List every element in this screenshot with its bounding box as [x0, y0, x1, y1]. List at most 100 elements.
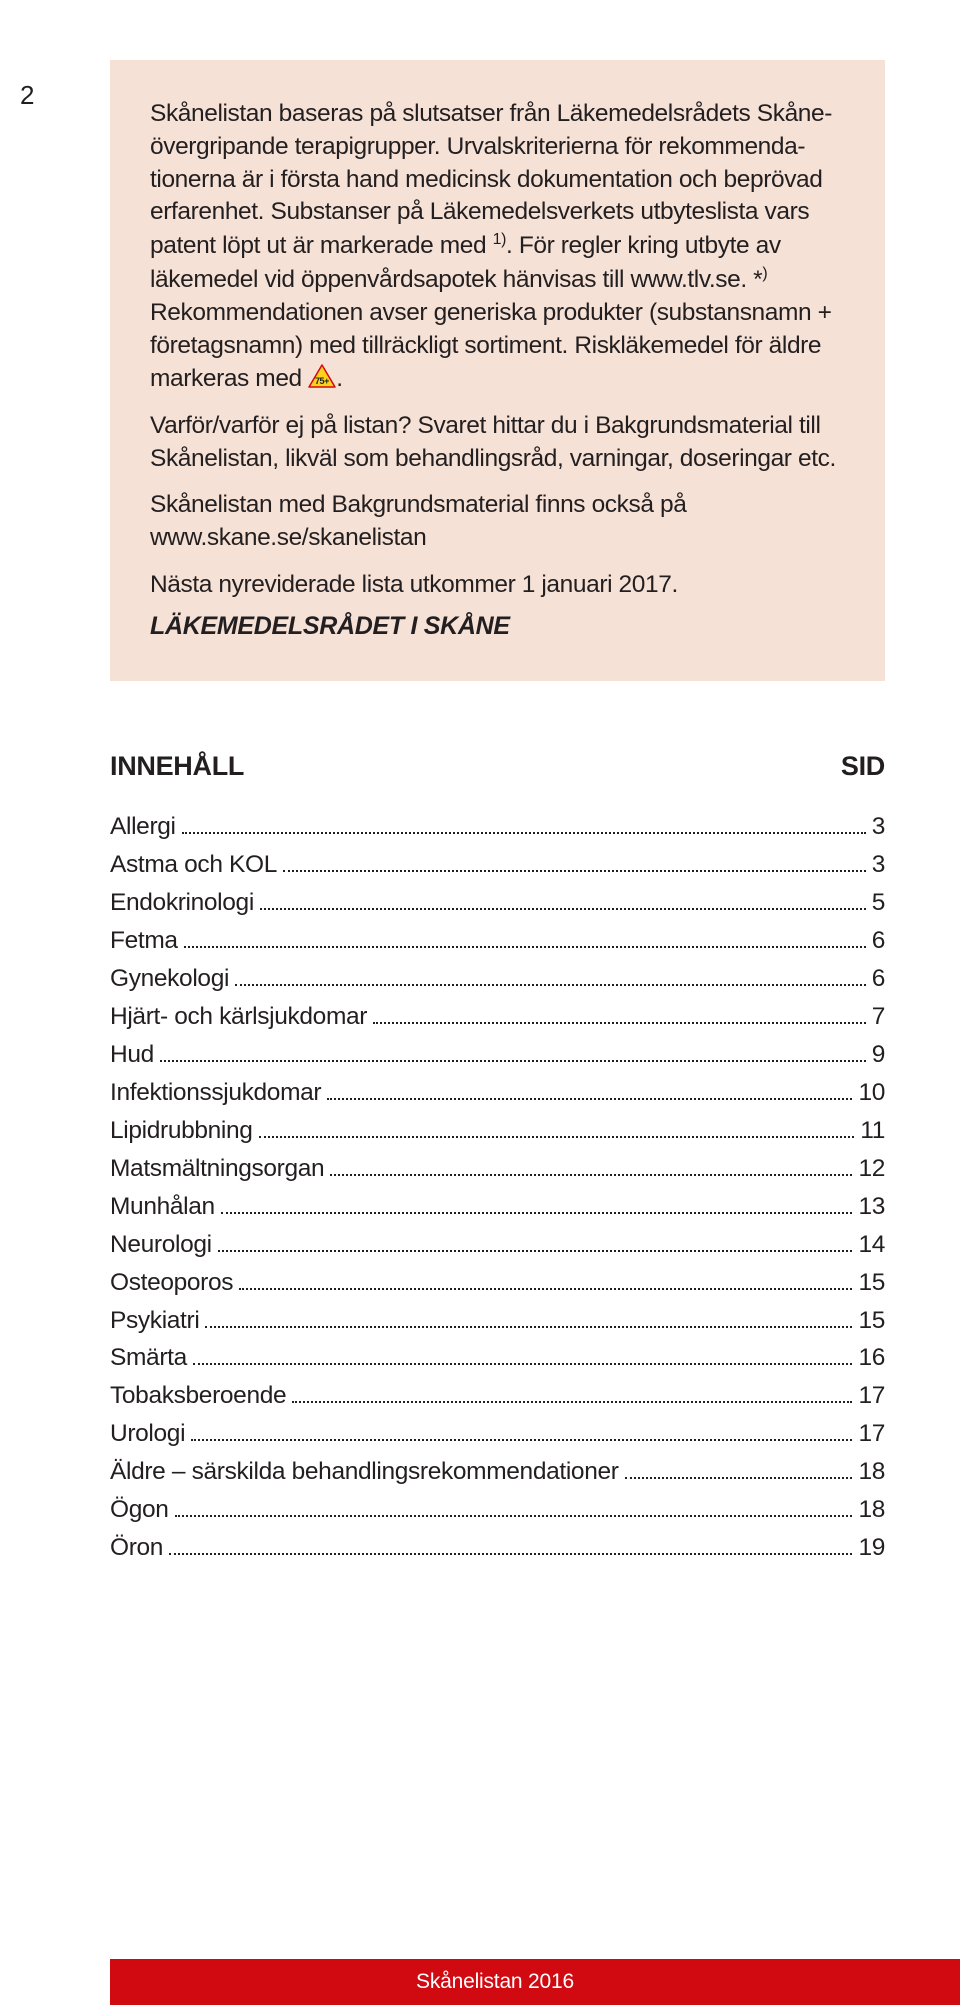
- intro-sup-2: ): [762, 265, 767, 282]
- toc-row: Urologi 17: [110, 1415, 885, 1453]
- toc-page-number: 3: [872, 846, 885, 884]
- intro-link: www.skane.se/skanelistan: [150, 524, 426, 551]
- toc-label: Allergi: [110, 808, 176, 846]
- toc-row: Tobaksberoende 17: [110, 1377, 885, 1415]
- toc-row: Smärta 16: [110, 1339, 885, 1377]
- toc-leader-dots: [260, 908, 866, 910]
- toc-row: Hud 9: [110, 1036, 885, 1074]
- toc-leader-dots: [292, 1401, 852, 1403]
- toc-row: Neurologi 14: [110, 1226, 885, 1264]
- toc-leader-dots: [160, 1060, 866, 1062]
- toc-row: Lipidrubbning 11: [110, 1112, 885, 1150]
- intro-paragraph-3: Skånelistan med Bakgrundsmaterial finns …: [150, 489, 845, 555]
- toc-leader-dots: [182, 832, 866, 834]
- toc-label: Gynekologi: [110, 960, 229, 998]
- intro-panel: Skånelistan baseras på slutsatser från L…: [110, 60, 885, 681]
- toc-label: Hud: [110, 1036, 154, 1074]
- toc-page-number: 6: [872, 960, 885, 998]
- table-of-contents: INNEHÅLL SID Allergi3Astma och KOL3Endok…: [110, 751, 885, 1567]
- toc-row: Gynekologi 6: [110, 960, 885, 998]
- page-number: 2: [20, 80, 34, 111]
- toc-leader-dots: [283, 870, 866, 872]
- footer-bar: Skånelistan 2016: [110, 1959, 960, 2005]
- toc-page-number: 5: [872, 884, 885, 922]
- toc-label: Fetma: [110, 922, 178, 960]
- toc-leader-dots: [205, 1326, 852, 1328]
- toc-leader-dots: [184, 946, 866, 948]
- toc-page-number: 7: [872, 998, 885, 1036]
- toc-page-number: 11: [860, 1112, 885, 1150]
- toc-row: Psykiatri 15: [110, 1302, 885, 1340]
- toc-leader-dots: [239, 1288, 852, 1290]
- toc-header-left: INNEHÅLL: [110, 751, 244, 782]
- toc-row: Hjärt- och kärlsjukdomar 7: [110, 998, 885, 1036]
- toc-row: Ögon 18: [110, 1491, 885, 1529]
- toc-label: Osteoporos: [110, 1264, 233, 1302]
- toc-row: Osteoporos 15: [110, 1264, 885, 1302]
- toc-row: Fetma 6: [110, 922, 885, 960]
- footer-text: Skånelistan 2016: [416, 1970, 574, 1994]
- toc-page-number: 14: [858, 1226, 885, 1264]
- intro-paragraph-2: Varför/varför ej på listan? Svaret hitta…: [150, 410, 845, 476]
- toc-header: INNEHÅLL SID: [110, 751, 885, 782]
- toc-label: Lipidrubbning: [110, 1112, 253, 1150]
- toc-page-number: 10: [858, 1074, 885, 1112]
- toc-label: Neurologi: [110, 1226, 212, 1264]
- toc-page-number: 12: [858, 1150, 885, 1188]
- toc-label: Astma och KOL: [110, 846, 277, 884]
- toc-page-number: 6: [872, 922, 885, 960]
- toc-label: Munhålan: [110, 1188, 215, 1226]
- toc-page-number: 15: [858, 1302, 885, 1340]
- toc-leader-dots: [169, 1553, 852, 1555]
- toc-leader-dots: [221, 1212, 853, 1214]
- intro-paragraph-4: Nästa nyreviderade lista utkommer 1 janu…: [150, 569, 845, 602]
- toc-label: Hjärt- och kärlsjukdomar: [110, 998, 367, 1036]
- toc-page-number: 3: [872, 808, 885, 846]
- toc-label: Endokrinologi: [110, 884, 254, 922]
- toc-row: Munhålan 13: [110, 1188, 885, 1226]
- toc-leader-dots: [235, 984, 866, 986]
- toc-row: Öron 19: [110, 1529, 885, 1567]
- toc-label: Matsmältningsorgan: [110, 1150, 324, 1188]
- toc-page-number: 15: [858, 1264, 885, 1302]
- toc-label: Psykiatri: [110, 1302, 199, 1340]
- toc-row: Astma och KOL 3: [110, 846, 885, 884]
- toc-leader-dots: [218, 1250, 853, 1252]
- toc-label: Urologi: [110, 1415, 185, 1453]
- toc-leader-dots: [373, 1022, 866, 1024]
- toc-row: Allergi 3: [110, 808, 885, 846]
- toc-label: Öron: [110, 1529, 163, 1567]
- toc-leader-dots: [191, 1439, 852, 1441]
- toc-page-number: 18: [858, 1453, 885, 1491]
- toc-page-number: 19: [858, 1529, 885, 1567]
- toc-leader-dots: [330, 1174, 852, 1176]
- toc-label: Smärta: [110, 1339, 187, 1377]
- toc-row: Endokrinologi 5: [110, 884, 885, 922]
- intro-paragraph-1: Skånelistan baseras på slutsatser från L…: [150, 98, 845, 396]
- toc-page-number: 17: [858, 1377, 885, 1415]
- toc-page-number: 17: [858, 1415, 885, 1453]
- toc-leader-dots: [193, 1363, 853, 1365]
- toc-leader-dots: [259, 1136, 855, 1138]
- toc-row: Äldre – särskilda behandlingsrekommendat…: [110, 1453, 885, 1491]
- toc-page-number: 16: [858, 1339, 885, 1377]
- intro-text: Rekommendationen avser generiska produkt…: [150, 299, 832, 392]
- toc-row: Matsmältningsorgan 12: [110, 1150, 885, 1188]
- warning-75plus-icon: 75+: [308, 364, 336, 388]
- toc-label: Tobaksberoende: [110, 1377, 286, 1415]
- intro-text: .: [336, 365, 342, 392]
- toc-label: Äldre – särskilda behandlingsrekommendat…: [110, 1453, 619, 1491]
- toc-leader-dots: [327, 1098, 852, 1100]
- intro-text: Skånelistan med Bakgrundsmaterial finns …: [150, 491, 686, 518]
- council-name: LÄKEMEDELSRÅDET I SKÅNE: [150, 612, 845, 641]
- toc-page-number: 13: [858, 1188, 885, 1226]
- svg-text:75+: 75+: [315, 376, 329, 386]
- toc-page-number: 9: [872, 1036, 885, 1074]
- toc-row: Infektionssjukdomar 10: [110, 1074, 885, 1112]
- toc-label: Ögon: [110, 1491, 169, 1529]
- toc-leader-dots: [625, 1477, 853, 1479]
- toc-page-number: 18: [858, 1491, 885, 1529]
- toc-label: Infektionssjukdomar: [110, 1074, 321, 1112]
- toc-leader-dots: [175, 1515, 853, 1517]
- toc-header-right: SID: [841, 751, 885, 782]
